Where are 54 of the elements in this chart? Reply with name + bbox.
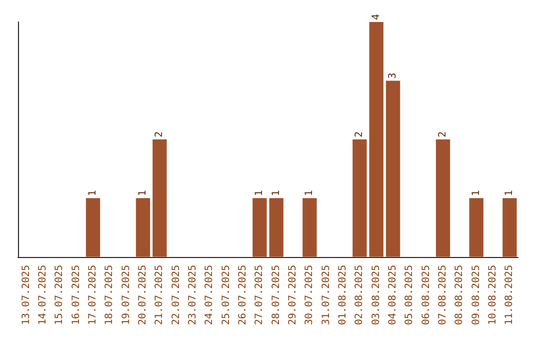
x-tick-label: 28.07.2025 — [270, 264, 282, 326]
bar — [302, 198, 317, 257]
x-tick-label: 23.07.2025 — [188, 264, 198, 326]
bar — [502, 198, 517, 257]
data-label: 4 — [370, 14, 382, 20]
x-tick-label: 09.08.2025 — [470, 264, 482, 326]
x-tick-label: 22.07.2025 — [170, 264, 182, 326]
x-tick-label: 20.07.2025 — [138, 264, 148, 326]
x-tick-label: 04.08.2025 — [388, 264, 398, 326]
x-tick-label: 05.08.2025 — [404, 264, 416, 326]
data-label: 1 — [304, 190, 316, 196]
x-tick-label: 15.07.2025 — [54, 264, 66, 326]
x-tick-label: 18.07.2025 — [104, 264, 116, 326]
x-tick-label: 26.07.2025 — [238, 264, 248, 326]
x-tick-label: 01.08.2025 — [338, 264, 348, 326]
x-tick-label: 03.08.2025 — [370, 264, 382, 326]
data-label: 1 — [470, 190, 482, 196]
bar — [136, 198, 150, 257]
x-tick-label: 24.07.2025 — [204, 264, 216, 326]
bar — [252, 198, 267, 257]
data-label: 1 — [270, 190, 282, 196]
x-tick-label: 08.08.2025 — [454, 264, 466, 326]
data-label: 1 — [504, 190, 516, 196]
bar — [369, 22, 384, 257]
x-tick-label: 21.07.2025 — [154, 264, 166, 326]
bar — [386, 80, 400, 257]
x-tick-label: 25.07.2025 — [220, 264, 232, 326]
data-label: 2 — [154, 131, 166, 138]
data-label: 1 — [88, 190, 98, 196]
data-label: 2 — [354, 131, 366, 138]
bar — [269, 198, 284, 257]
bar — [152, 139, 167, 257]
x-tick-label: 30.07.2025 — [304, 264, 316, 326]
x-tick-label: 17.07.2025 — [88, 264, 98, 326]
x-tick-label: 19.07.2025 — [120, 264, 132, 326]
x-tick-label: 27.07.2025 — [254, 264, 266, 326]
data-label: 3 — [388, 72, 398, 79]
bar — [352, 139, 367, 257]
data-label: 1 — [138, 190, 148, 196]
x-tick-label: 31.07.2025 — [320, 264, 332, 326]
x-tick-label: 06.08.2025 — [420, 264, 432, 326]
x-tick-label: 14.07.2025 — [38, 264, 48, 326]
x-tick-label: 10.08.2025 — [488, 264, 498, 326]
x-tick-label: 02.08.2025 — [354, 264, 366, 326]
data-label: 2 — [438, 131, 448, 138]
x-tick-label: 16.07.2025 — [70, 264, 82, 326]
data-label: 1 — [254, 190, 266, 196]
bar — [436, 139, 450, 257]
x-tick-label: 13.07.2025 — [20, 264, 32, 326]
bar — [86, 198, 100, 257]
x-tick-label: 29.07.2025 — [288, 264, 298, 326]
bar — [469, 198, 484, 257]
x-tick-label: 07.08.2025 — [438, 264, 448, 326]
x-tick-label: 11.08.2025 — [504, 264, 516, 326]
